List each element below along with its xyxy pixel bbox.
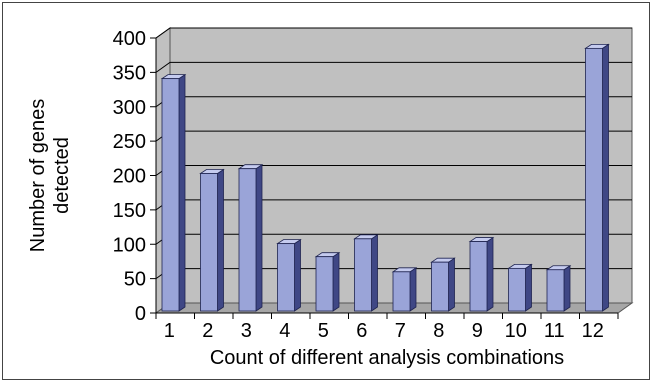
bar-side <box>448 257 455 312</box>
bar-12 <box>584 43 610 312</box>
bar-1 <box>160 73 187 312</box>
y-axis-title-line: Number of genes <box>27 99 49 252</box>
bar-front <box>315 256 334 312</box>
bar-side <box>525 263 532 312</box>
bar-front <box>200 173 218 312</box>
bar-side <box>294 238 301 312</box>
bar-3 <box>237 163 264 312</box>
bar-front <box>546 269 565 312</box>
bar-side <box>255 163 263 312</box>
bar-side <box>332 251 340 312</box>
bar-9 <box>468 236 495 312</box>
bar-side <box>602 43 609 312</box>
x-tick-label: 1 <box>164 320 175 342</box>
bar-front <box>469 241 488 312</box>
x-tick-label: 4 <box>279 320 290 342</box>
x-tick-label: 6 <box>356 320 367 342</box>
bar-5 <box>314 251 341 312</box>
x-tick-label: 8 <box>433 320 444 342</box>
bar-side <box>563 265 571 312</box>
y-tick-label: 250 <box>113 131 146 153</box>
bar-11 <box>545 265 572 312</box>
bar-side <box>409 267 417 312</box>
x-tick-label: 9 <box>472 320 483 342</box>
y-tick-label: 100 <box>113 234 146 256</box>
y-tick-label: 200 <box>113 166 146 188</box>
bar-side <box>178 73 186 312</box>
y-tick-label: 350 <box>113 62 146 84</box>
x-tick-label: 3 <box>241 320 252 342</box>
bar-2 <box>199 168 225 312</box>
bar-side <box>217 168 224 312</box>
y-axis-title-line: detected <box>51 137 73 214</box>
bar-front <box>508 267 526 312</box>
gridline <box>155 61 632 73</box>
gridline <box>155 27 632 39</box>
bar-6 <box>353 234 379 312</box>
bar-side <box>486 236 494 312</box>
bar-8 <box>430 257 456 312</box>
x-tick-label: 10 <box>505 320 527 342</box>
x-tick-label: 2 <box>202 320 213 342</box>
bar-7 <box>391 267 418 312</box>
x-tick-label: 7 <box>395 320 406 342</box>
bar-front <box>161 78 180 312</box>
x-tick-label: 12 <box>582 320 604 342</box>
y-tick-label: 50 <box>124 269 146 291</box>
y-tick-label: 400 <box>113 28 146 50</box>
y-tick-label: 150 <box>113 200 146 222</box>
x-tick-label: 5 <box>318 320 329 342</box>
bar-10 <box>507 263 533 312</box>
bar-front <box>392 271 411 312</box>
bar-4 <box>276 238 302 312</box>
bar-front <box>238 168 257 312</box>
bar-side <box>371 234 378 312</box>
x-axis-title: Count of different analysis combinations <box>210 347 564 369</box>
bar-front <box>277 243 295 312</box>
bar-front <box>431 261 449 312</box>
y-tick-label: 0 <box>135 303 146 325</box>
x-tick-label: 11 <box>544 320 565 342</box>
bar-front <box>585 47 603 312</box>
y-tick-label: 300 <box>113 97 146 119</box>
bar-front <box>354 238 372 312</box>
